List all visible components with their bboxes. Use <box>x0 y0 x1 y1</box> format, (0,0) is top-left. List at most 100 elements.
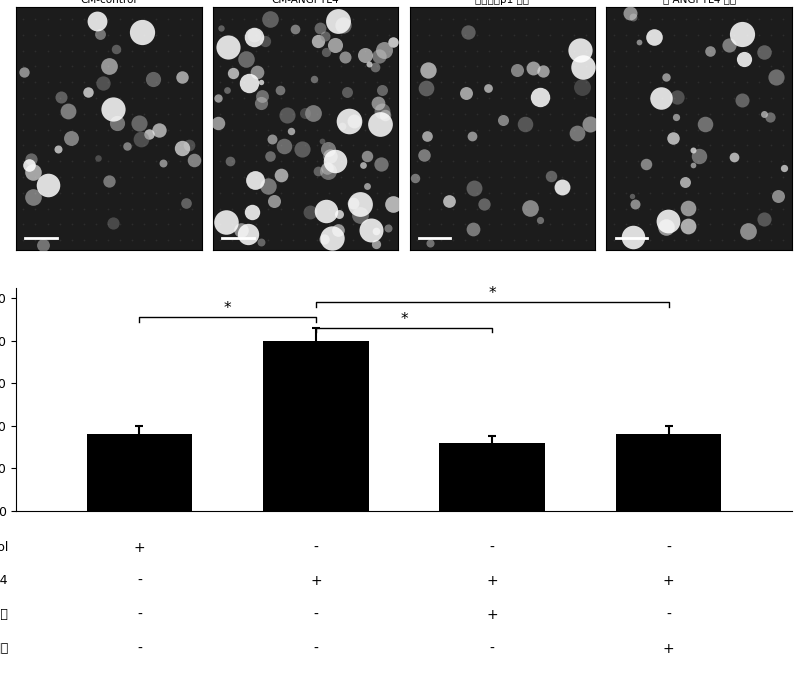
Point <box>764 172 777 183</box>
Point <box>29 172 42 183</box>
Point <box>310 93 323 104</box>
Point <box>332 16 345 27</box>
Point <box>607 45 620 56</box>
Point <box>370 226 382 237</box>
Point <box>90 187 102 198</box>
Point <box>382 156 395 167</box>
Point <box>692 93 705 104</box>
Point <box>497 114 510 125</box>
Point <box>90 29 102 40</box>
Point <box>459 235 472 246</box>
Point <box>410 140 423 151</box>
Point <box>307 108 320 118</box>
Point <box>531 45 544 56</box>
Point <box>680 203 693 214</box>
Point <box>102 235 114 246</box>
Point <box>382 124 395 135</box>
Point <box>226 77 238 88</box>
Point <box>242 78 255 89</box>
Point <box>752 93 765 104</box>
Point <box>728 235 741 246</box>
Point <box>619 156 632 167</box>
Point <box>640 159 653 170</box>
Point <box>507 203 520 214</box>
Point <box>716 140 729 151</box>
Point <box>459 77 472 88</box>
Text: -: - <box>666 607 671 622</box>
Point <box>114 140 126 151</box>
Point <box>764 93 777 104</box>
Point <box>78 29 90 40</box>
Point <box>555 235 568 246</box>
Point <box>519 219 532 229</box>
Point <box>214 124 226 135</box>
Point <box>226 172 238 183</box>
Point <box>519 203 532 214</box>
Point <box>654 93 667 104</box>
Point <box>656 219 669 229</box>
Point <box>422 14 435 25</box>
Text: a: a <box>16 0 32 2</box>
Point <box>358 14 371 25</box>
Point <box>607 187 620 198</box>
Point <box>126 124 138 135</box>
Point <box>54 61 66 72</box>
Text: 抗 ANGPTL4 抗体: 抗 ANGPTL4 抗体 <box>0 642 8 655</box>
Point <box>214 140 226 151</box>
Point <box>78 235 90 246</box>
Point <box>78 93 90 104</box>
Point <box>126 14 138 25</box>
Point <box>264 13 277 24</box>
Point <box>346 124 359 135</box>
Point <box>250 235 263 246</box>
Point <box>358 156 371 167</box>
Point <box>692 124 705 135</box>
Point <box>322 165 334 176</box>
Point <box>740 29 753 40</box>
Point <box>422 219 435 229</box>
Point <box>446 172 459 183</box>
Point <box>483 77 496 88</box>
Point <box>186 29 198 40</box>
Point <box>238 61 250 72</box>
Point <box>358 45 371 56</box>
Point <box>285 125 298 136</box>
Point <box>126 235 138 246</box>
Point <box>680 219 693 229</box>
Point <box>643 235 656 246</box>
Point <box>374 118 386 129</box>
Point <box>643 45 656 56</box>
Point <box>460 87 473 98</box>
Point <box>680 29 693 40</box>
Point <box>186 219 198 229</box>
Point <box>752 187 765 198</box>
Point <box>776 29 789 40</box>
Point <box>226 14 238 25</box>
Point <box>66 45 78 56</box>
Point <box>370 108 383 119</box>
Point <box>41 45 54 56</box>
Point <box>579 219 592 229</box>
Point <box>776 124 789 135</box>
Point <box>692 172 705 183</box>
Point <box>468 183 481 193</box>
Point <box>310 14 323 25</box>
Point <box>358 108 371 119</box>
Point <box>150 108 162 119</box>
Point <box>332 224 345 235</box>
Point <box>434 61 447 72</box>
Point <box>483 235 496 246</box>
Point <box>264 151 277 161</box>
Point <box>138 77 150 88</box>
Point <box>221 84 234 95</box>
Point <box>507 172 520 183</box>
Point <box>555 124 568 135</box>
Point <box>740 203 753 214</box>
Point <box>495 140 508 151</box>
Point <box>692 61 705 72</box>
Point <box>37 239 50 250</box>
Point <box>42 179 54 190</box>
Text: CM-ANGPTL4: CM-ANGPTL4 <box>0 574 8 587</box>
Point <box>126 187 138 198</box>
Point <box>286 140 299 151</box>
